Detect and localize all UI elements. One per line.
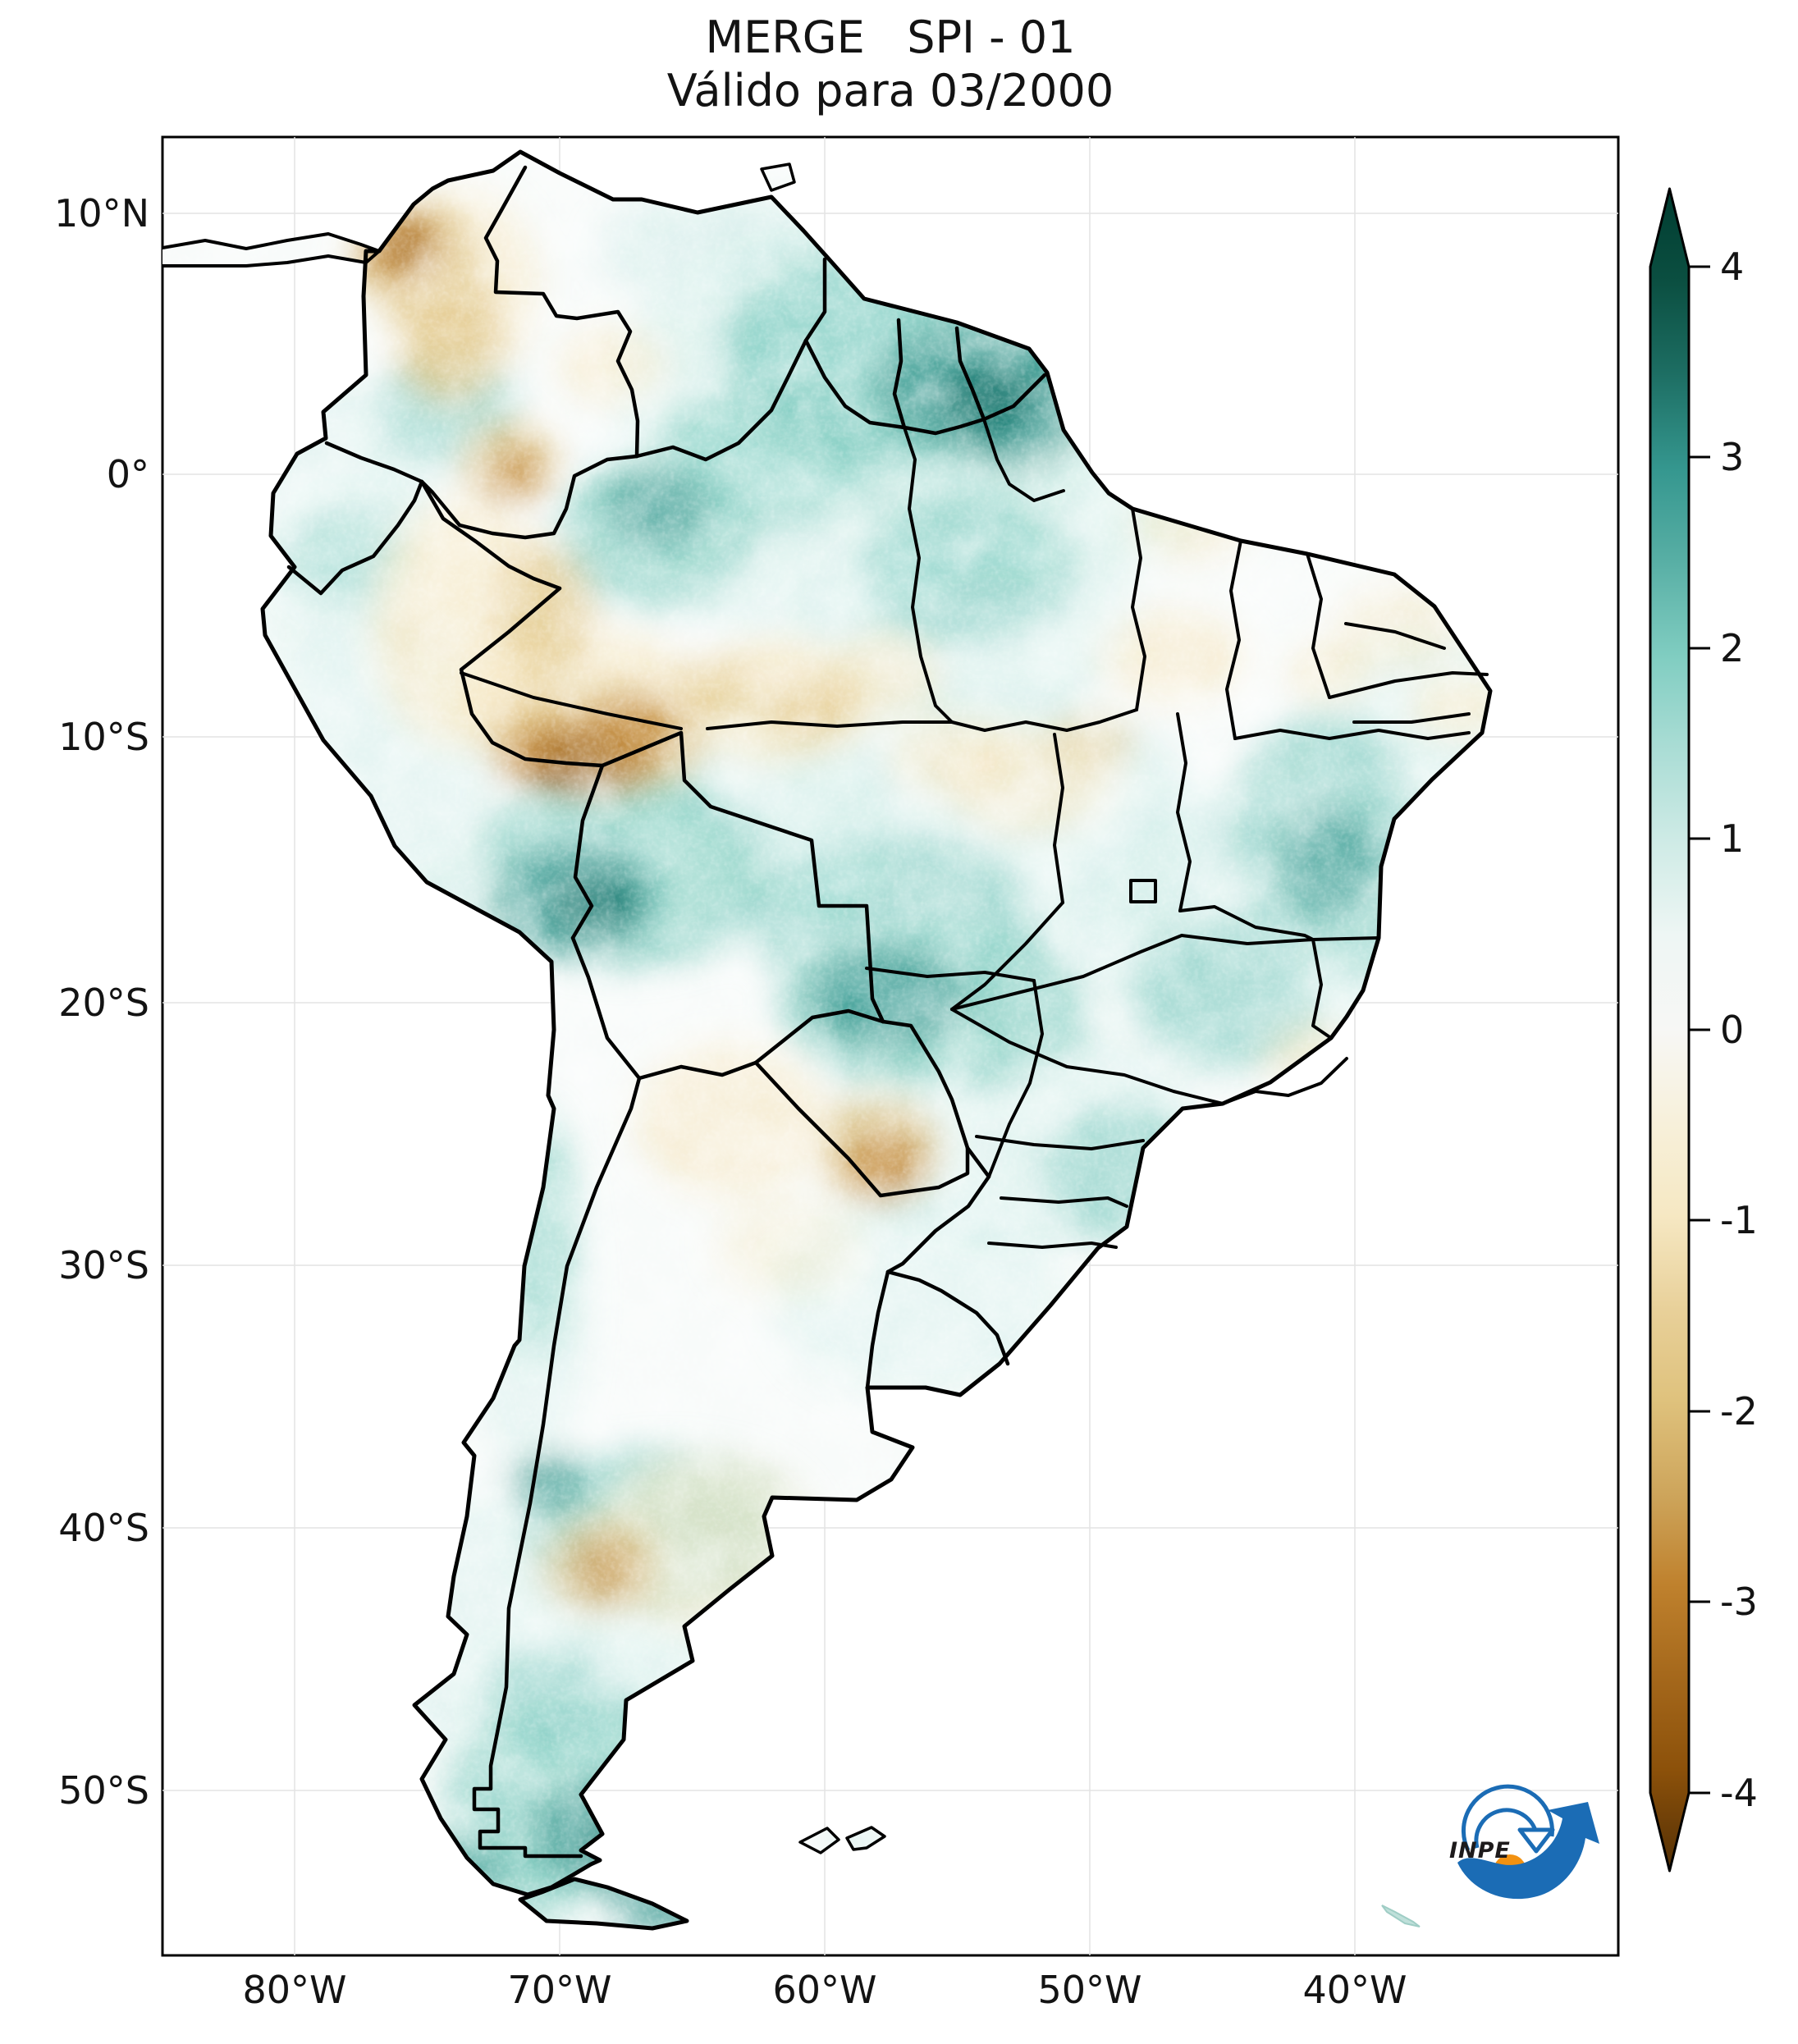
colorbar: [1649, 187, 1710, 1873]
lat-tick-50s: 50°S: [58, 1768, 149, 1813]
inpe-logo-text: INPE: [1449, 1838, 1511, 1863]
colorbar-tickmarks: [1689, 265, 1710, 1795]
lat-tick-0: 0°: [106, 452, 149, 496]
logo-swirl-inner: [1474, 1808, 1539, 1849]
cb-tick-2: 2: [1720, 626, 1745, 670]
lat-tick-20s: 20°S: [58, 981, 149, 1025]
lon-tick-70w: 70°W: [507, 1968, 612, 2012]
logo-down-arrowhead-icon: [1517, 1827, 1555, 1854]
figure-title: MERGE SPI - 01: [705, 11, 1076, 63]
country-borders: [286, 165, 1047, 1859]
south-georgia-island: [1381, 1905, 1421, 1927]
cb-tick-3: 3: [1720, 435, 1745, 479]
logo-big-arrow-icon: [1457, 1802, 1599, 1900]
cb-tick-m1: -1: [1720, 1198, 1758, 1242]
lon-tick-50w: 50°W: [1037, 1968, 1142, 2012]
cb-tick-4: 4: [1720, 245, 1745, 289]
logo-swirl-outline: [1461, 1784, 1554, 1852]
cb-tick-m4: -4: [1720, 1771, 1758, 1815]
cb-tick-m3: -3: [1720, 1580, 1758, 1624]
figure-subtitle: Válido para 03/2000: [666, 64, 1114, 117]
lon-tick-40w: 40°W: [1302, 1968, 1407, 2012]
cb-tick-m2: -2: [1720, 1389, 1758, 1434]
cb-tick-1: 1: [1720, 816, 1745, 861]
title-block: MERGE SPI - 01 Válido para 03/2000: [0, 11, 1781, 118]
lat-tick-40s: 40°S: [58, 1506, 149, 1550]
cb-tick-0: 0: [1720, 1008, 1745, 1052]
lat-tick-10n: 10°N: [54, 191, 149, 235]
colorbar-bar: [1649, 187, 1690, 1873]
lon-tick-60w: 60°W: [772, 1968, 877, 2012]
coastline: [162, 149, 1493, 1931]
state-borders: [460, 418, 1489, 1249]
lon-tick-80w: 80°W: [242, 1968, 347, 2012]
lat-tick-10s: 10°S: [58, 715, 149, 759]
inpe-logo: [1457, 1784, 1599, 1900]
lat-tick-30s: 30°S: [58, 1243, 149, 1287]
